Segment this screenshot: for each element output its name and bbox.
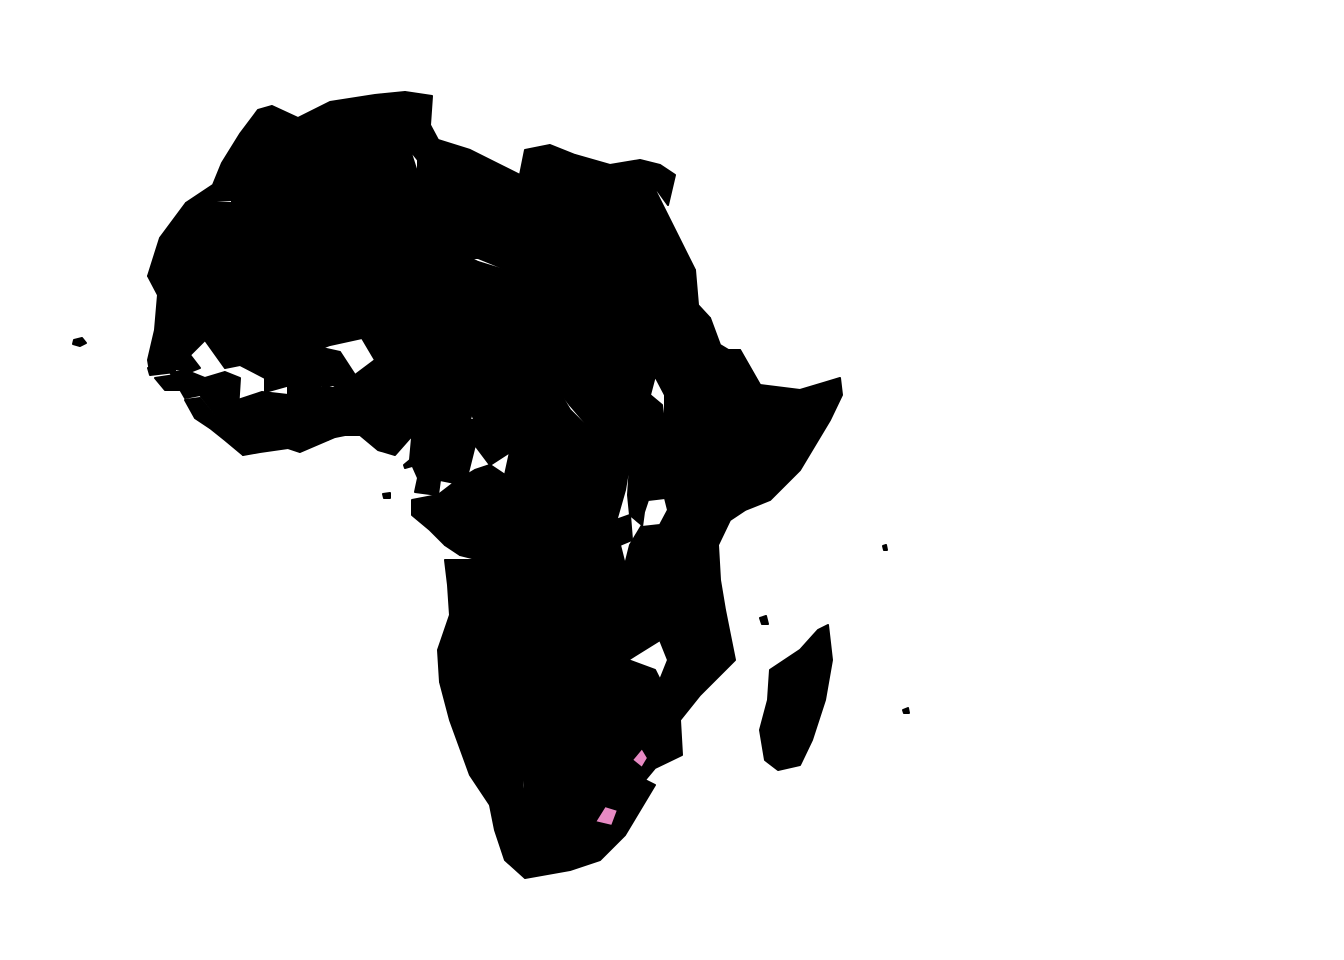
country-equatorial-guinea <box>414 477 441 496</box>
country-ghana <box>287 384 329 453</box>
country-south-africa <box>489 729 656 879</box>
country-gambia <box>147 362 176 376</box>
country-mauritius <box>902 707 910 714</box>
region-southern-africa <box>439 679 656 879</box>
country-bioko <box>403 459 413 469</box>
region-eastern-africa <box>544 317 910 781</box>
country-guinea <box>169 371 241 421</box>
country-cape-verde <box>72 337 87 347</box>
country-madagascar <box>759 624 833 771</box>
country-comoros <box>759 615 769 625</box>
country-eswatini <box>631 747 649 769</box>
country-egypt <box>571 154 696 271</box>
region-northern-africa <box>147 91 711 406</box>
country-somalia <box>737 377 843 511</box>
country-sao-tome <box>382 492 391 499</box>
country-seychelles <box>882 544 888 551</box>
lake-victoria <box>641 497 669 528</box>
region-middle-africa <box>382 261 631 691</box>
country-zambia <box>544 579 661 691</box>
country-rwanda-burundi <box>615 514 633 546</box>
country-guinea-bissau <box>154 374 181 391</box>
country-ivory-coast <box>237 391 289 456</box>
country-uganda <box>627 449 681 526</box>
country-lesotho <box>594 805 619 827</box>
region-western-africa <box>72 209 481 456</box>
region-polygons <box>72 91 910 879</box>
